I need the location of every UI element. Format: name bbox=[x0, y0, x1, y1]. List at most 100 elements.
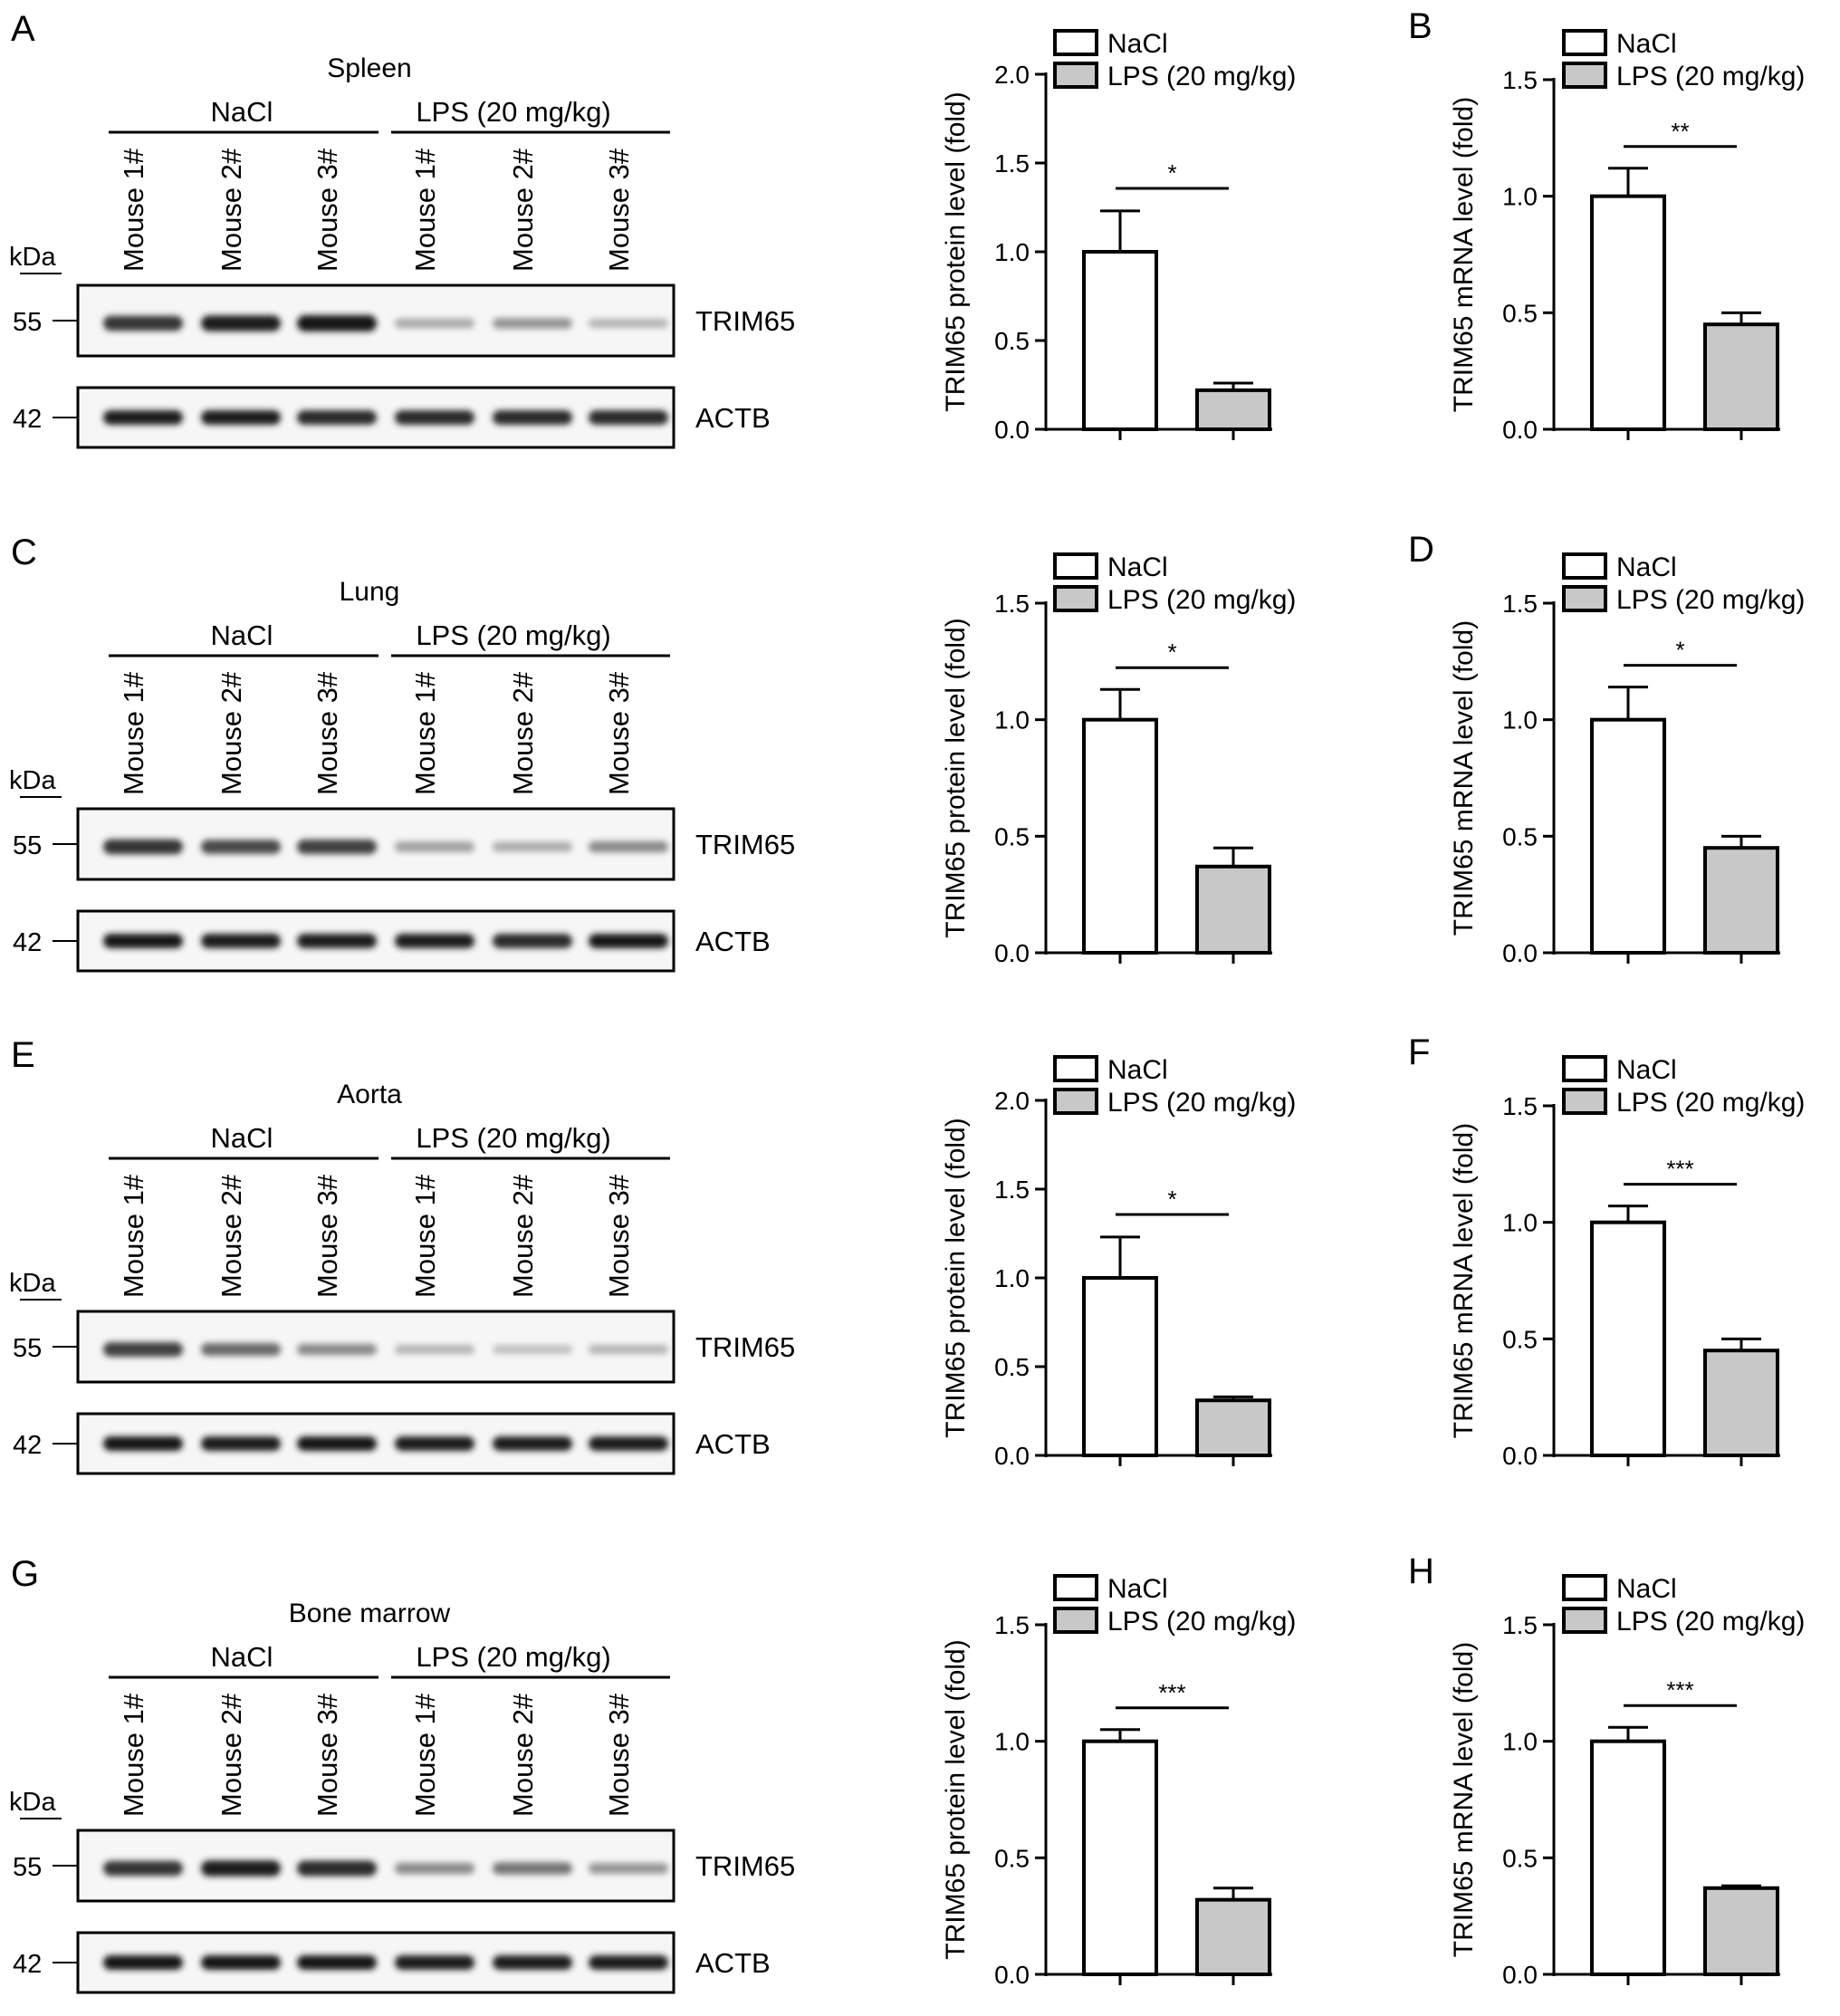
bar-chart: NaCl LPS (20 mg/kg) 0.0 0.5 1.0 1.5 2.0 TRIM65 … bbox=[941, 29, 1296, 444]
band-name: TRIM65 bbox=[695, 829, 795, 860]
legend-label-lps: LPS (20 mg/kg) bbox=[1107, 1607, 1296, 1637]
kda-label: kDa bbox=[9, 1269, 56, 1298]
blot-strip-trim65: 55 TRIM65 bbox=[13, 1310, 795, 1384]
legend-swatch-nacl bbox=[1562, 1055, 1607, 1082]
blot-band bbox=[201, 315, 281, 331]
blot-band bbox=[297, 410, 377, 425]
significance-marker: * bbox=[1675, 637, 1684, 664]
significance-marker: ** bbox=[1671, 118, 1689, 145]
y-tick-label: 0.0 bbox=[994, 1961, 1030, 1989]
y-tick-label: 0.0 bbox=[994, 416, 1030, 444]
group-label-lps: LPS (20 mg/kg) bbox=[416, 1122, 610, 1154]
y-tick-label: 1.5 bbox=[994, 1176, 1030, 1204]
blot-band bbox=[103, 1436, 183, 1451]
bar-lps bbox=[1703, 322, 1779, 432]
legend-swatch-lps bbox=[1562, 62, 1607, 89]
significance-marker: * bbox=[1167, 1186, 1176, 1213]
legend-label-lps: LPS (20 mg/kg) bbox=[1107, 1088, 1296, 1118]
tissue-title: Lung bbox=[340, 577, 400, 607]
bar-lps bbox=[1195, 388, 1271, 432]
blot-strip-trim65: 55 TRIM65 bbox=[13, 1829, 795, 1903]
bar-nacl bbox=[1590, 1739, 1666, 1977]
legend-label-nacl: NaCl bbox=[1616, 1055, 1677, 1085]
blot-panel-a: A Spleen NaCl LPS (20 mg/kg) Mouse 1# Mouse 2… bbox=[9, 9, 795, 449]
legend-label-nacl: NaCl bbox=[1107, 1055, 1168, 1085]
tissue-title: Bone marrow bbox=[289, 1598, 451, 1628]
lane-label: Mouse 1# bbox=[118, 671, 149, 795]
lane-label: Mouse 2# bbox=[216, 671, 247, 795]
blot-band bbox=[395, 1955, 474, 1970]
bar-nacl bbox=[1082, 717, 1158, 955]
y-tick-label: 1.0 bbox=[994, 238, 1030, 266]
band-name: ACTB bbox=[695, 926, 771, 957]
y-axis-label: TRIM65 protein level (fold) bbox=[941, 1639, 971, 1959]
y-tick-label: 1.5 bbox=[994, 149, 1030, 178]
y-axis-label: TRIM65 protein level (fold) bbox=[941, 91, 971, 411]
y-axis-label: TRIM65 mRNA level (fold) bbox=[1449, 97, 1479, 412]
band-name: ACTB bbox=[695, 1428, 771, 1460]
blot-strip-actb: 42 ACTB bbox=[13, 1412, 771, 1475]
blot-band bbox=[103, 410, 183, 425]
bar-nacl bbox=[1082, 1739, 1158, 1977]
y-tick-label: 1.5 bbox=[1502, 66, 1538, 94]
blot-band bbox=[589, 318, 668, 329]
legend-label-nacl: NaCl bbox=[1107, 552, 1168, 582]
lane-label: Mouse 3# bbox=[311, 671, 343, 795]
marker-label: 42 bbox=[13, 1431, 42, 1460]
y-tick-label: 2.0 bbox=[994, 61, 1030, 89]
group-label-lps: LPS (20 mg/kg) bbox=[416, 96, 610, 128]
lane-label: Mouse 2# bbox=[507, 1174, 539, 1298]
y-tick-label: 0.0 bbox=[1502, 416, 1538, 444]
bar-lps bbox=[1195, 1897, 1271, 1976]
blot-band bbox=[297, 1343, 377, 1356]
blot-band bbox=[395, 841, 474, 852]
bar-lps bbox=[1703, 1886, 1779, 1976]
y-tick-label: 0.5 bbox=[994, 822, 1030, 850]
marker-label: 42 bbox=[13, 405, 42, 434]
marker-label: 42 bbox=[13, 1950, 42, 1979]
bar-nacl bbox=[1082, 1276, 1158, 1457]
blot-panel-c: C Lung NaCl LPS (20 mg/kg) Mouse 1# Mouse 2# M… bbox=[9, 533, 795, 973]
y-tick-label: 0.5 bbox=[1502, 822, 1538, 850]
bar-lps bbox=[1703, 846, 1779, 955]
blot-band bbox=[589, 1436, 668, 1451]
panel-letter: A bbox=[11, 9, 35, 49]
y-tick-label: 1.5 bbox=[994, 590, 1030, 618]
lane-label: Mouse 1# bbox=[118, 148, 149, 272]
y-tick-label: 1.5 bbox=[1502, 590, 1538, 618]
blot-band bbox=[103, 934, 183, 948]
legend-swatch-lps bbox=[1053, 585, 1098, 612]
blot-strip-trim65: 55 TRIM65 bbox=[13, 283, 795, 358]
bar-nacl bbox=[1590, 717, 1666, 955]
y-tick-label: 1.5 bbox=[1502, 1611, 1538, 1639]
blot-band bbox=[201, 1436, 281, 1451]
legend-swatch-nacl bbox=[1053, 552, 1098, 580]
blot-band bbox=[493, 841, 572, 852]
blot-band bbox=[395, 934, 474, 948]
y-tick-label: 0.0 bbox=[1502, 939, 1538, 967]
blot-band bbox=[297, 840, 377, 854]
legend-label-lps: LPS (20 mg/kg) bbox=[1107, 62, 1296, 91]
band-name: TRIM65 bbox=[695, 305, 795, 337]
y-axis-label: TRIM65 protein level (fold) bbox=[941, 618, 971, 937]
legend-swatch-lps bbox=[1053, 62, 1098, 89]
y-tick-label: 1.0 bbox=[1502, 706, 1538, 734]
blot-band bbox=[589, 410, 668, 425]
blot-band bbox=[493, 1955, 572, 1970]
lane-label: Mouse 2# bbox=[216, 148, 247, 272]
y-axis-label: TRIM65 mRNA level (fold) bbox=[1449, 1123, 1479, 1438]
y-tick-label: 0.5 bbox=[1502, 299, 1538, 327]
legend-label-lps: LPS (20 mg/kg) bbox=[1616, 62, 1805, 91]
bar-nacl bbox=[1082, 250, 1158, 431]
y-tick-label: 1.0 bbox=[994, 1728, 1030, 1756]
panel-letter: F bbox=[1408, 1032, 1430, 1072]
y-tick-label: 0.5 bbox=[994, 1844, 1030, 1872]
group-label-lps: LPS (20 mg/kg) bbox=[416, 619, 610, 651]
blot-band bbox=[589, 840, 668, 853]
blot-band bbox=[297, 315, 377, 331]
lane-label: Mouse 3# bbox=[311, 148, 343, 272]
blot-band bbox=[201, 1343, 281, 1356]
legend-label-nacl: NaCl bbox=[1616, 29, 1677, 59]
